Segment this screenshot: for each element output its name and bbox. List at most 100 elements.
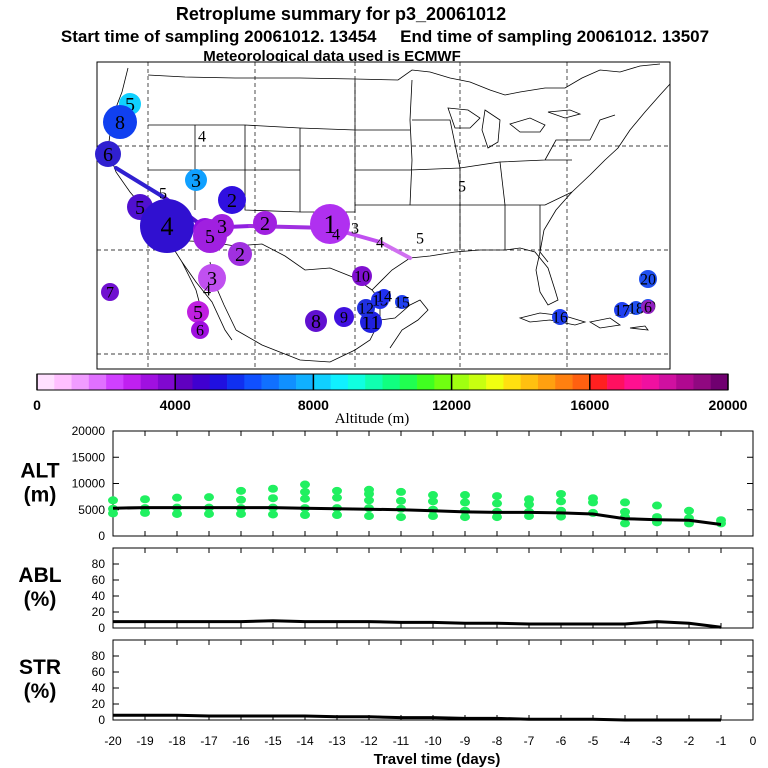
cluster-altitude-point (300, 487, 310, 496)
x-tick-label: -14 (296, 734, 314, 748)
cluster-altitude-point (652, 501, 662, 510)
colorbar-cell (434, 374, 452, 390)
y-tick-label: 60 (92, 573, 106, 587)
cluster-altitude-point (396, 487, 406, 496)
x-axis-title: Travel time (days) (374, 751, 501, 768)
cluster-altitude-point (300, 480, 310, 489)
x-tick-label: -12 (360, 734, 378, 748)
cluster-altitude-point (108, 496, 118, 505)
title-line-2: Start time of sampling 20061012. 13454 E… (61, 27, 709, 46)
y-tick-label: 80 (92, 649, 106, 663)
cluster-altitude-point (236, 509, 246, 518)
plume-day-label: 3 (191, 170, 201, 192)
plume-day-label: 6 (644, 300, 652, 317)
x-tick-label: -7 (524, 734, 535, 748)
colorbar-cell (140, 374, 159, 390)
plume-cluster-circle (310, 204, 350, 244)
colorbar-cell (676, 374, 694, 390)
plume-day-label: 5 (159, 186, 167, 203)
plume-day-label: 5 (416, 231, 424, 248)
plume-day-label: 4 (198, 129, 206, 146)
colorbar-cell (192, 374, 211, 390)
x-tick-label: 0 (750, 734, 757, 748)
y-tick-label: 80 (92, 557, 106, 571)
cluster-altitude-point (204, 509, 214, 518)
colorbar-cell (106, 374, 124, 390)
colorbar-tick-label: 0 (33, 397, 41, 413)
colorbar-cell (382, 374, 401, 390)
plume-day-label: 4 (376, 235, 384, 252)
cluster-altitude-point (300, 511, 310, 519)
plume-day-label: 5 (193, 302, 203, 324)
cluster-altitude-point (364, 512, 374, 521)
colorbar-cell (486, 374, 504, 390)
plume-cluster-circle (639, 270, 657, 288)
plume-day-label: 8 (311, 311, 321, 333)
colorbar-cell (658, 374, 677, 390)
cluster-altitude-point (108, 509, 118, 518)
panel-ylabel: ALT (20, 460, 59, 483)
plume-day-label: 12 (358, 301, 374, 318)
plume-day-label: 6 (196, 323, 204, 340)
cluster-altitude-point (428, 497, 438, 506)
cluster-altitude-point (428, 491, 438, 500)
colorbar-cell (365, 374, 383, 390)
colorbar-cell (296, 374, 314, 390)
plume-day-label: 3 (207, 268, 217, 290)
plume-day-label: 3 (217, 216, 227, 238)
y-tick-label: 15000 (72, 450, 106, 464)
plume-cluster-circle (352, 266, 372, 286)
y-tick-label: 40 (92, 589, 106, 603)
cluster-altitude-point (172, 509, 182, 518)
cluster-altitude-point (268, 494, 278, 503)
x-tick-label: -9 (460, 734, 471, 748)
colorbar-tick-label: 8000 (298, 397, 329, 413)
series-line-alt (112, 506, 722, 526)
title-line-3: Meteorological data used is ECMWF (203, 48, 461, 65)
x-tick-label: -20 (104, 734, 122, 748)
plume-cluster-circle (614, 302, 630, 318)
plume-cluster-circle (641, 300, 655, 314)
colorbar-cell (88, 374, 107, 390)
x-tick-label: -11 (393, 734, 410, 748)
colorbar-cell (278, 374, 297, 390)
cluster-altitude-point (524, 500, 534, 509)
x-tick-label: -6 (556, 734, 567, 748)
y-tick-label: 0 (98, 713, 105, 727)
y-tick-label: 0 (98, 529, 105, 543)
cluster-altitude-point (620, 498, 630, 507)
series-line-str (113, 713, 721, 722)
plume-cluster-circle (210, 214, 234, 238)
panel-ylabel: (m) (24, 484, 57, 507)
plume-cluster-circle (218, 186, 246, 214)
cluster-altitude-point (492, 513, 502, 522)
altitude-colorbar: 0 4000 8000 12000 16000 20000 Altitude (m) (33, 373, 748, 427)
colorbar-label: Altitude (m) (335, 411, 410, 427)
y-tick-label: 0 (98, 621, 105, 635)
colorbar-cell (313, 374, 331, 390)
cluster-altitude-point (236, 495, 246, 504)
cluster-altitude-point (332, 486, 342, 495)
plume-cluster-circle (377, 289, 391, 303)
cluster-altitude-point (364, 490, 374, 498)
plume-day-label: 1 (324, 210, 337, 239)
colorbar-cell (261, 374, 280, 390)
x-tick-label: -8 (492, 734, 503, 748)
colorbar-cell (71, 374, 90, 390)
plume-clusters: 5864325544532143452345678910111213141516… (95, 93, 657, 340)
colorbar-cell (589, 374, 608, 390)
colorbar-cell (347, 374, 366, 390)
panel-str: 0 20 40 60 80 STR(%) (19, 639, 754, 727)
colorbar-cell (123, 374, 141, 390)
plume-cluster-circle (395, 295, 409, 309)
x-tick-label: -1 (716, 734, 727, 748)
cluster-altitude-point (332, 511, 342, 519)
time-series-panels: 05000100001500020000ALT(m)020406080ABL(%… (18, 424, 754, 727)
plume-day-label: 5 (135, 197, 145, 219)
colorbar-cell (503, 374, 521, 390)
x-tick-label: -18 (168, 734, 186, 748)
x-tick-label: -5 (588, 734, 599, 748)
cluster-altitude-point (428, 512, 438, 521)
plume-day-label: 7 (106, 285, 114, 302)
plume-cluster-circle (191, 321, 209, 339)
